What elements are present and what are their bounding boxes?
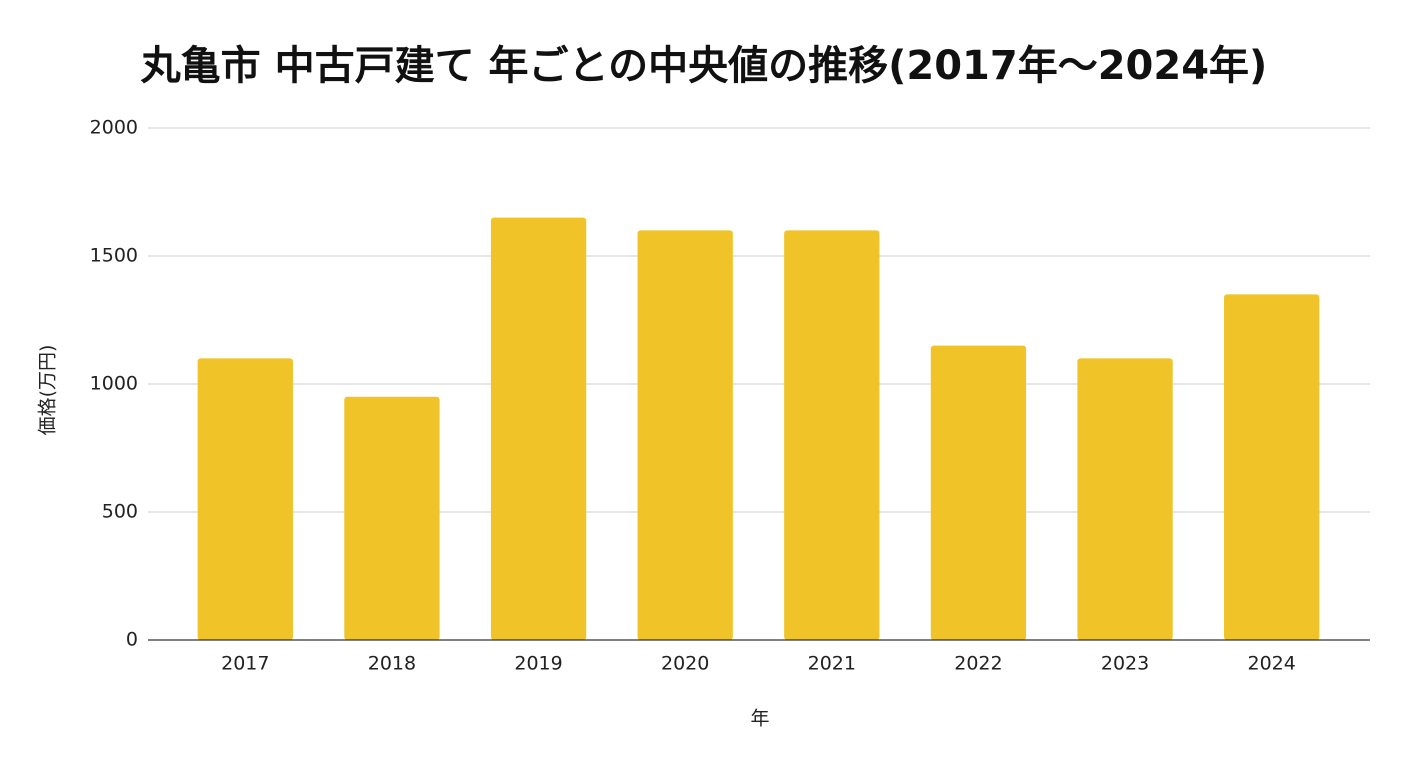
bar xyxy=(344,396,440,640)
x-tick-label: 2024 xyxy=(1248,653,1296,675)
bar xyxy=(490,217,587,640)
y-tick-label: 2000 xyxy=(90,117,138,139)
bar xyxy=(1224,294,1320,640)
x-tick-label: 2019 xyxy=(514,653,562,675)
bar xyxy=(930,345,1027,640)
x-tick-label: 2022 xyxy=(954,653,1002,675)
y-tick-label: 500 xyxy=(102,501,138,523)
x-tick-label: 2017 xyxy=(221,653,269,675)
x-tick-label: 2023 xyxy=(1101,653,1149,675)
x-axis-label: 年 xyxy=(750,708,769,730)
x-tick-label: 2020 xyxy=(661,653,709,675)
y-axis-label: 価格(万円) xyxy=(37,345,59,436)
chart-title: 丸亀市 中古戸建て 年ごとの中央値の推移(2017年〜2024年) xyxy=(140,43,1268,89)
x-tick-label: 2018 xyxy=(368,653,416,675)
y-tick-label: 1500 xyxy=(90,245,138,267)
bar xyxy=(1077,358,1173,640)
x-tick-label: 2021 xyxy=(808,653,856,675)
bar xyxy=(784,230,880,640)
y-tick-label: 1000 xyxy=(90,373,138,395)
y-tick-label: 0 xyxy=(126,629,138,651)
bar xyxy=(637,230,733,640)
bar xyxy=(197,358,293,640)
